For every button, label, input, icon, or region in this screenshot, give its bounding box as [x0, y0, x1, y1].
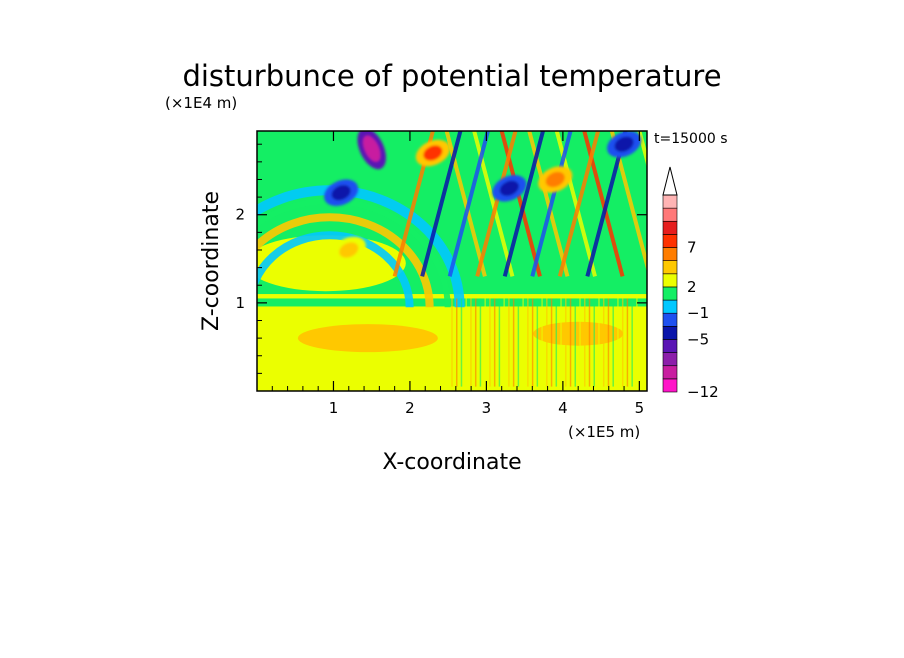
x-tick-label: 4	[558, 399, 568, 417]
x-axis: 1 2 3 4 5	[271, 131, 645, 417]
field-wave-streak	[557, 131, 600, 277]
colorbar-level-label: 2	[687, 278, 697, 296]
colorbar-swatch	[662, 352, 678, 367]
colorbar-swatch	[662, 247, 678, 261]
field-wave-streak	[447, 131, 490, 277]
colorbar-swatch	[662, 312, 678, 327]
field-wave-streak	[530, 131, 573, 277]
x-unit-label: (×1E5 m)	[568, 423, 640, 441]
x-tick-label: 3	[482, 399, 492, 417]
field-warm-pool	[297, 324, 438, 353]
colorbar-extend-arrow	[662, 166, 678, 196]
field-wave-arc	[257, 213, 434, 308]
colorbar-level-label: −5	[687, 330, 709, 348]
field-wave-streak	[475, 131, 518, 277]
field-feature	[357, 131, 387, 170]
field-feature	[492, 175, 527, 202]
field-feature	[324, 179, 359, 206]
plot-frame	[256, 130, 648, 392]
y-axis: 12	[235, 143, 647, 374]
field-feature	[331, 236, 366, 264]
colorbar-swatch	[662, 299, 678, 314]
colorbar-swatch	[662, 339, 678, 353]
colorbar-swatch	[662, 194, 678, 209]
colorbar: −12−5−127	[662, 166, 719, 401]
colorbar-swatch	[662, 273, 678, 288]
field-bands	[257, 131, 647, 391]
colorbar-swatch	[662, 326, 678, 340]
chart-title: disturbunce of potential temperature	[182, 59, 721, 93]
colorbar-swatch	[662, 207, 678, 222]
colorbar-level-label: −1	[687, 304, 709, 322]
field-feature	[538, 166, 573, 193]
colorbar-swatch	[662, 378, 678, 393]
x-tick-label: 1	[329, 399, 339, 417]
colorbar-swatch	[662, 365, 678, 380]
field-wave-arc	[257, 231, 414, 308]
y-tick-label: 1	[235, 294, 245, 312]
field-features	[324, 131, 642, 264]
field-wave-streak	[502, 131, 545, 277]
y-unit-label: (×1E4 m)	[165, 94, 237, 112]
colorbar-level-label: −12	[687, 383, 719, 401]
colorbar-swatch	[662, 260, 678, 275]
field-yellow-lobe	[257, 235, 406, 292]
x-tick-label: 2	[405, 399, 415, 417]
field-feature	[606, 131, 642, 158]
field-wave-streak	[637, 131, 647, 168]
colorbar-level-label: 7	[687, 239, 697, 257]
plot-area	[257, 131, 647, 391]
y-axis-label: Z-coordinate	[199, 191, 224, 331]
x-axis-label: X-coordinate	[382, 450, 521, 475]
field-feature	[415, 139, 450, 167]
field-wave-streak	[420, 131, 463, 277]
time-label: t=15000 s	[654, 131, 728, 147]
x-tick-label: 5	[635, 399, 645, 417]
colorbar-swatch	[662, 234, 678, 248]
colorbar-swatch	[662, 286, 678, 301]
colorbar-swatch	[662, 220, 678, 235]
y-tick-label: 2	[235, 206, 245, 224]
